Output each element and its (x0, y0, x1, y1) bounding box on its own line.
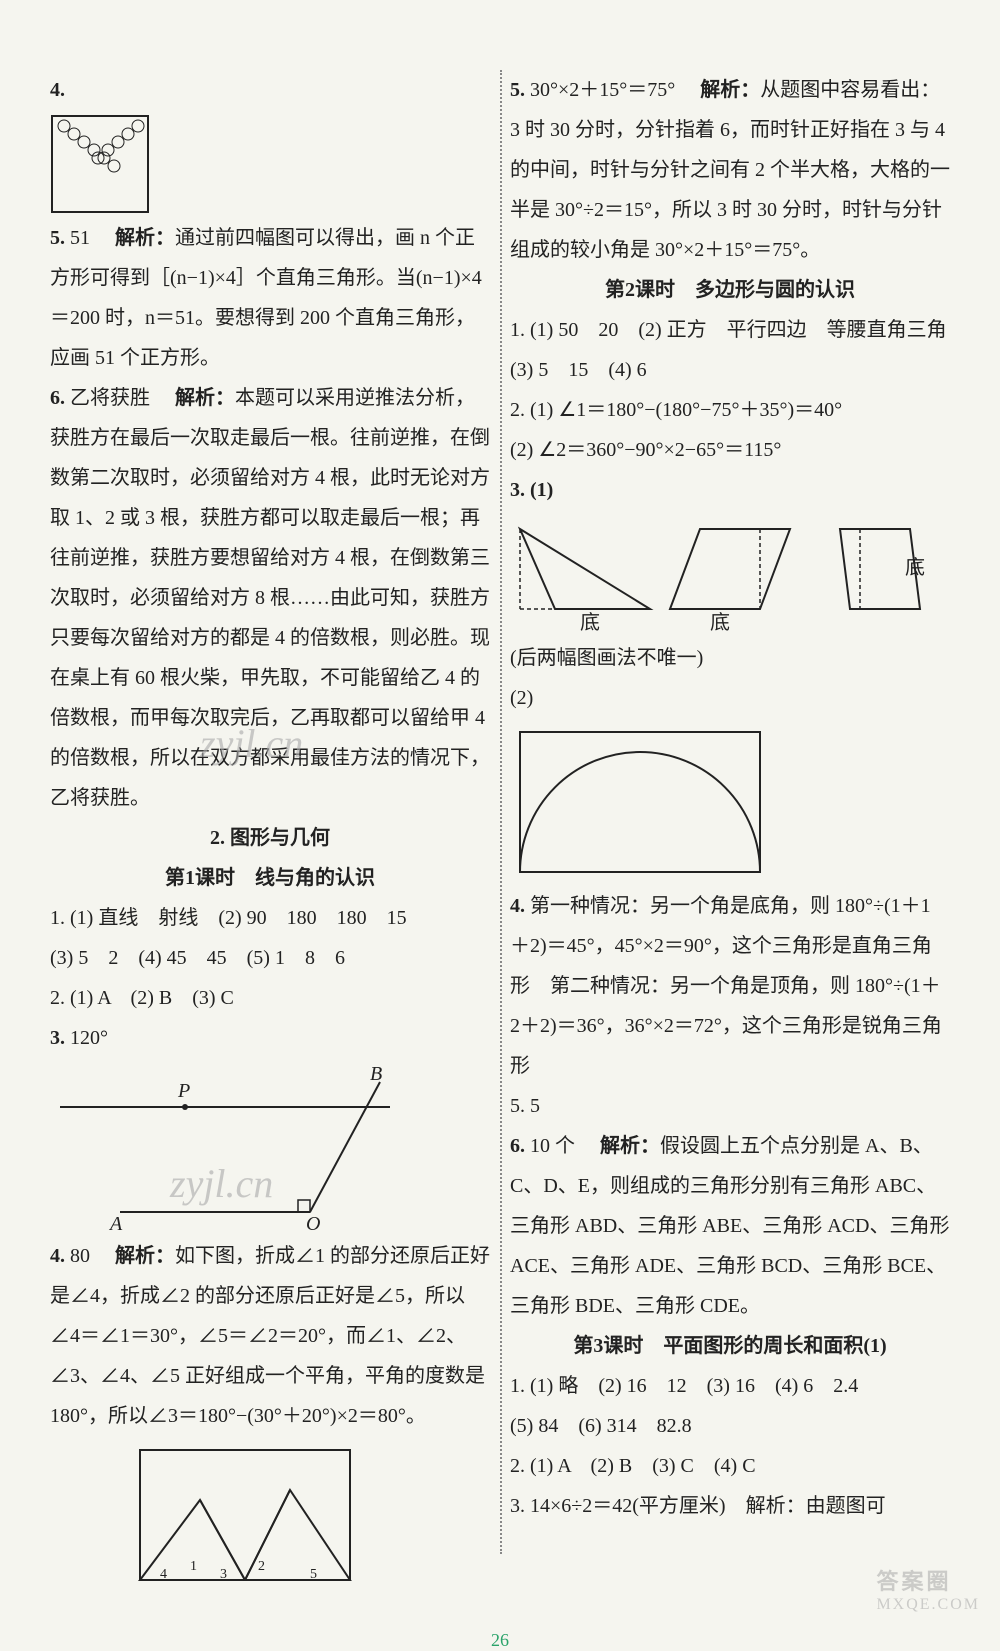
r-q2: 2. (1) ∠1＝180°−(180°−75°＋35°)＝40° (510, 390, 950, 430)
bottom-right-mark: 答案圈 MXQE.COM (876, 1564, 980, 1614)
svg-text:3: 3 (220, 1567, 227, 1582)
s2-q4-para: 4. 80 解析：如下图，折成∠1 的部分还原后正好是∠4，折成∠2 的部分还原… (50, 1236, 490, 1436)
section-2-1-heading: 第1课时 线与角的认识 (50, 858, 490, 898)
svg-text:底: 底 (580, 611, 600, 634)
r-q6-num: 6. (510, 1135, 525, 1157)
q5-para: 5. 51 解析：通过前四幅图可以得出，画 n 个正方形可得到［(n−1)×4］… (50, 218, 490, 378)
r-q3-2: (2) (510, 678, 950, 718)
section-2-2-heading: 第2课时 多边形与圆的认识 (510, 270, 950, 310)
q6-num: 6. (50, 387, 65, 409)
s2-q3-val: 120° (70, 1027, 108, 1049)
svg-text:O: O (306, 1213, 320, 1232)
q4-line: 4. (50, 70, 490, 214)
column-divider (500, 70, 502, 1554)
bottom-right-line2: MXQE.COM (876, 1596, 980, 1614)
section-2-3-heading: 第3课时 平面图形的周长和面积(1) (510, 1326, 950, 1366)
r-q6-para: 6. 10 个 解析：假设圆上五个点分别是 A、B、C、D、E，则组成的三角形分… (510, 1126, 950, 1326)
r3-q1b: (5) 84 (6) 314 82.8 (510, 1406, 950, 1446)
r-q4-text: 第一种情况：另一个角是底角，则 180°÷(1＋1＋2)＝45°，45°×2＝9… (510, 895, 942, 1077)
s2-q3-line: 3. 120° (50, 1018, 490, 1058)
r-q6-ans: 10 个 (530, 1135, 575, 1157)
svg-text:B: B (370, 1063, 382, 1085)
s2-q4-label: 解析： (115, 1245, 175, 1267)
svg-text:A: A (108, 1213, 123, 1232)
page-number: 26 (0, 1630, 1000, 1651)
q6-text: 本题可以采用逆推法分析，获胜方在最后一次取走最后一根。往前逆推，在倒数第二次取时… (50, 387, 490, 809)
r-q3-head: 3. (1) (510, 470, 950, 510)
r3-q1: 1. (1) 略 (2) 16 12 (3) 16 (4) 6 2.4 (510, 1366, 950, 1406)
r-q5-para: 5. 30°×2＋15°＝75° 解析：从题图中容易看出：3 时 30 分时，分… (510, 70, 950, 270)
r-q4-para: 4. 第一种情况：另一个角是底角，则 180°÷(1＋1＋2)＝45°，45°×… (510, 886, 950, 1086)
q5-label: 解析： (115, 227, 175, 249)
q4-num: 4. (50, 79, 65, 101)
q6-label: 解析： (175, 387, 235, 409)
q5-num: 5. (50, 227, 65, 249)
r-q5-label: 解析： (700, 79, 760, 101)
s2-q4-num: 4. (50, 1245, 65, 1267)
r-q5-text: 从题图中容易看出：3 时 30 分时，分针指着 6，而时针正好指在 3 与 4 … (510, 79, 950, 261)
q6-para: 6. 乙将获胜 解析：本题可以采用逆推法分析，获胜方在最后一次取走最后一根。往前… (50, 378, 490, 818)
left-column: 4. 5. 51 解析：通过前四幅图可以得出，画 n 个正方形可得到［(n−1)… (50, 70, 490, 1594)
s2-q3-num: 3. (50, 1027, 65, 1049)
s2-q3-figure: P B A O (50, 1062, 410, 1232)
s2-q1-line2: (3) 5 2 (4) 45 45 (5) 1 8 6 (50, 938, 490, 978)
r-q6-text: 假设圆上五个点分别是 A、B、C、D、E，则组成的三角形分别有三角形 ABC、三… (510, 1135, 949, 1317)
r-q2b: (2) ∠2＝360°−90°×2−65°＝115° (510, 430, 950, 470)
r-q1: 1. (1) 50 20 (2) 正方 平行四边 等腰直角三角 (3) 5 15… (510, 310, 950, 390)
r-q5-ans: 30°×2＋15°＝75° (530, 79, 675, 101)
svg-text:P: P (177, 1080, 190, 1102)
section-2-heading: 2. 图形与几何 (50, 818, 490, 858)
svg-text:1: 1 (190, 1559, 197, 1574)
r-q3-figure-2 (510, 722, 770, 882)
r-q3-note: (后两幅图画法不唯一) (510, 638, 950, 678)
bottom-right-line1: 答案圈 (876, 1564, 980, 1596)
r3-q2: 2. (1) A (2) B (3) C (4) C (510, 1446, 950, 1486)
page: 4. 5. 51 解析：通过前四幅图可以得出，画 n 个正方形可得到［(n−1)… (0, 0, 1000, 1624)
svg-text:底: 底 (905, 556, 925, 579)
svg-text:2: 2 (258, 1559, 265, 1574)
s2-q4-figure: 3 1 2 4 5 (130, 1440, 360, 1590)
q5-ans: 51 (70, 227, 90, 249)
s2-q4-ans: 80 (70, 1245, 90, 1267)
q6-ans: 乙将获胜 (70, 387, 150, 409)
r-q3-figure-1: 底 底 底 (510, 514, 930, 634)
q4-figure (50, 114, 150, 214)
svg-text:4: 4 (160, 1567, 167, 1582)
s2-q4-text: 如下图，折成∠1 的部分还原后正好是∠4，折成∠2 的部分还原后正好是∠5，所以… (50, 1245, 490, 1427)
right-column: 5. 30°×2＋15°＝75° 解析：从题图中容易看出：3 时 30 分时，分… (510, 70, 950, 1594)
r-q5-num: 5. (510, 79, 525, 101)
r-q4-num: 4. (510, 895, 525, 917)
r-q3-num: 3. (1) (510, 479, 553, 501)
svg-text:5: 5 (310, 1567, 317, 1582)
r3-q3: 3. 14×6÷2＝42(平方厘米) 解析：由题图可 (510, 1486, 950, 1526)
s2-q1-line1: 1. (1) 直线 射线 (2) 90 180 180 15 (50, 898, 490, 938)
s2-q2: 2. (1) A (2) B (3) C (50, 978, 490, 1018)
r-q6-label: 解析： (600, 1135, 660, 1157)
svg-text:底: 底 (710, 611, 730, 634)
r-q5: 5. 5 (510, 1086, 950, 1126)
